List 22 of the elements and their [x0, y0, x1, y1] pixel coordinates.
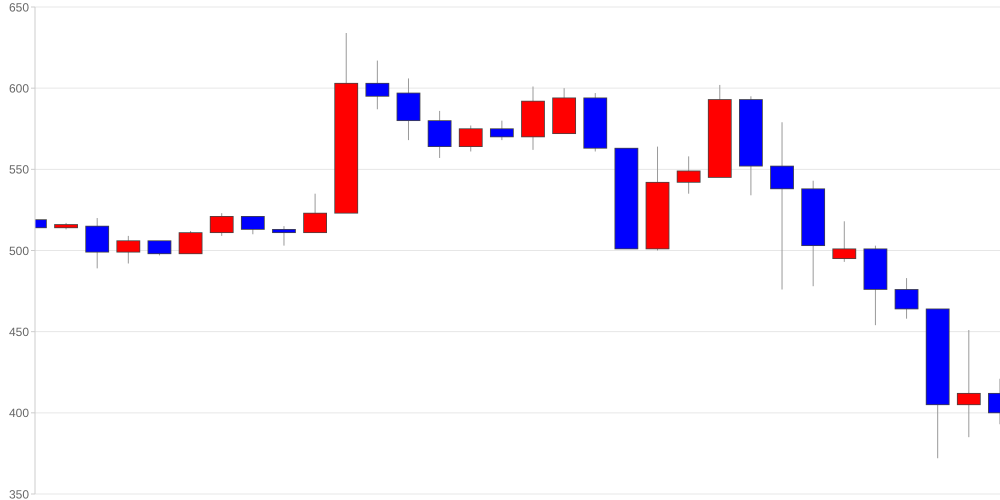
y-tick-label: 350 [8, 487, 30, 500]
y-tick-label: 450 [8, 324, 30, 339]
candlestick [770, 122, 794, 290]
y-tick-label: 500 [8, 244, 30, 258]
candlestick [148, 240, 172, 256]
candlestick [956, 330, 981, 438]
candlestick [210, 212, 234, 236]
candlestick [272, 226, 296, 246]
candlestick [240, 216, 265, 235]
candlestick [178, 230, 202, 254]
y-tick-label: 400 [8, 406, 30, 420]
candlestick [676, 156, 701, 194]
candlestick [365, 60, 390, 110]
y-tick-label: 600 [8, 81, 30, 96]
y-tick-label: 650 [8, 0, 30, 14]
candlestick [894, 278, 918, 320]
candlestick [116, 235, 140, 264]
candlestick [490, 120, 514, 141]
candlestick [832, 220, 856, 262]
candlestick [458, 125, 483, 152]
candlestick [303, 193, 327, 234]
y-tick-label: 550 [8, 162, 30, 177]
